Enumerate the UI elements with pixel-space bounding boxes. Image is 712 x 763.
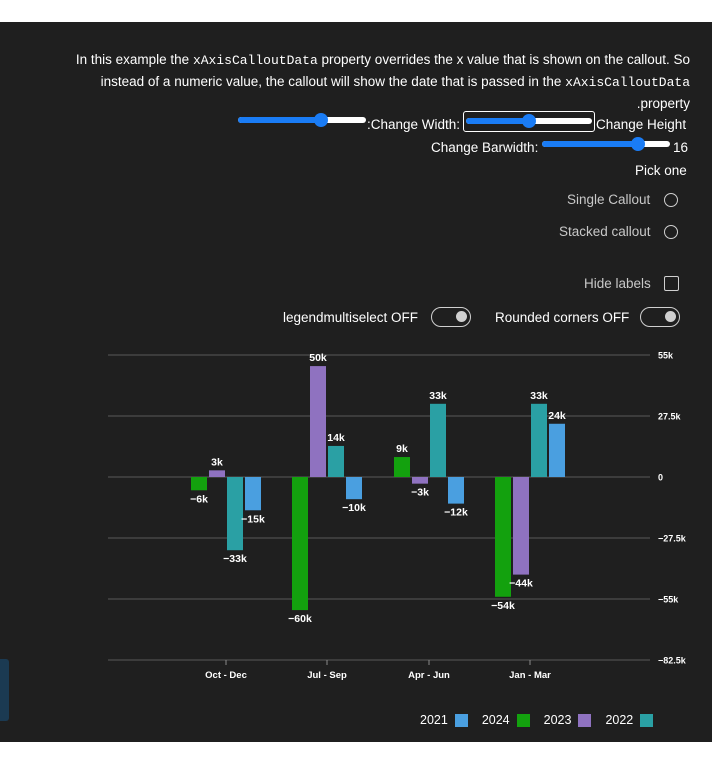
bar-2024-2[interactable]	[394, 457, 410, 477]
legend-label: 2022	[605, 713, 634, 727]
x-tick-label: Jul - Sep	[307, 670, 347, 681]
legend-item-2021[interactable]: 2021	[420, 713, 468, 727]
rounded-corners-toggle[interactable]	[640, 307, 680, 327]
change-height-slider[interactable]	[466, 113, 592, 129]
y-tick-label: −27.5k	[658, 534, 687, 544]
radio-stacked-callout[interactable]	[664, 225, 678, 239]
bar-2021-1[interactable]	[346, 477, 362, 500]
bar-2023-3[interactable]	[513, 477, 529, 575]
data-label: −3k	[411, 487, 429, 499]
code-xaxiscalloutdata-1: xAxisCalloutData	[192, 53, 318, 68]
radio-label-stacked-callout: Stacked callout	[559, 224, 651, 239]
legend-swatch	[640, 713, 654, 727]
legend-swatch	[454, 713, 468, 727]
x-tick-label: Jan - Mar	[509, 670, 551, 681]
description-part-1: In this example the	[75, 52, 193, 67]
description-part-2: property overrides the x value that is s…	[100, 52, 690, 89]
change-barwidth-label: Change Barwidth:	[431, 140, 539, 155]
radio-single-callout[interactable]	[664, 193, 678, 207]
chart-data-labels: −6k 3k −33k −15k −60k 50k 14k −10k 9k −3k 33k −12k −…	[190, 352, 566, 625]
bar-2021-2[interactable]	[448, 477, 464, 504]
data-label: 33k	[429, 390, 447, 402]
change-height-label: Change Height	[596, 117, 687, 132]
bar-2021-0[interactable]	[245, 477, 261, 511]
bar-2021-3[interactable]	[549, 423, 565, 477]
data-label: −10k	[342, 502, 366, 514]
description-text: In this example the xAxisCalloutData pro…	[30, 49, 690, 114]
bar-2024-3[interactable]	[495, 477, 511, 597]
data-label: 14k	[327, 432, 345, 444]
sidebar-tab[interactable]	[0, 659, 9, 721]
change-height-slider-focus-ring	[463, 111, 595, 132]
chart-bars	[191, 366, 565, 611]
legend-label: 2021	[420, 713, 448, 727]
bar-2024-0[interactable]	[191, 477, 207, 491]
data-label: −44k	[509, 578, 533, 590]
legend-swatch	[578, 713, 592, 727]
x-tick-label: Apr - Jun	[408, 670, 450, 681]
legend-swatch	[516, 713, 530, 727]
legend-item-2024[interactable]: 2024	[482, 713, 530, 727]
data-label: 24k	[548, 410, 566, 422]
barwidth-value: 16	[673, 140, 689, 155]
code-xaxiscalloutdata-2: xAxisCalloutData	[565, 75, 690, 90]
data-label: 3k	[211, 456, 223, 468]
legend-multiselect-toggle[interactable]	[431, 307, 471, 327]
y-tick-label: 27.5k	[658, 412, 682, 422]
data-label: −54k	[491, 600, 515, 612]
data-label: −6k	[190, 493, 208, 505]
legend-label: 2023	[543, 713, 572, 727]
data-label: −60k	[288, 613, 312, 625]
pick-one-label: Pick one	[635, 163, 687, 178]
bar-2023-1[interactable]	[310, 366, 326, 477]
legend-item-2023[interactable]: 2023	[544, 713, 592, 727]
legend-label: 2024	[481, 713, 510, 727]
bar-2022-3[interactable]	[531, 403, 547, 477]
data-label: −15k	[241, 513, 265, 525]
chart-legend: 2021 2024 2023 2022	[420, 711, 667, 729]
data-label: −33k	[223, 553, 247, 565]
legend-multiselect-label: legendmultiselect OFF	[283, 310, 419, 325]
bar-2023-0[interactable]	[209, 470, 225, 477]
change-width-label: :Change Width:	[367, 117, 461, 132]
y-tick-label: −55k	[658, 595, 679, 605]
data-label: 33k	[530, 390, 548, 402]
data-label: 9k	[396, 443, 408, 455]
description-part-3: .property	[636, 96, 690, 111]
bar-2023-2[interactable]	[412, 477, 428, 484]
change-barwidth-slider[interactable]	[542, 136, 670, 152]
bar-2022-1[interactable]	[328, 445, 344, 477]
y-tick-label: 55k	[658, 351, 674, 361]
chart-grid: 55k 27.5k 0 −27.5k −55k −82.5k	[108, 351, 687, 666]
legend-item-2022[interactable]: 2022	[605, 713, 654, 727]
hide-labels-checkbox[interactable]	[664, 276, 679, 291]
y-tick-label: 0	[658, 473, 663, 483]
data-label: 50k	[309, 352, 327, 364]
y-tick-label: −82.5k	[658, 656, 687, 666]
change-width-slider[interactable]	[238, 112, 366, 128]
bar-2024-1[interactable]	[292, 477, 308, 611]
bar-2022-0[interactable]	[227, 477, 243, 551]
x-tick-label: Oct - Dec	[205, 670, 247, 681]
rounded-corners-label: Rounded corners OFF	[495, 310, 630, 325]
hide-labels-label: Hide labels	[584, 276, 651, 291]
bar-2022-2[interactable]	[430, 403, 446, 477]
data-label: −12k	[444, 507, 468, 519]
chart-x-axis: Oct - Dec Jul - Sep Apr - Jun Jan - Mar	[205, 660, 551, 681]
radio-label-single-callout: Single Callout	[567, 192, 651, 207]
